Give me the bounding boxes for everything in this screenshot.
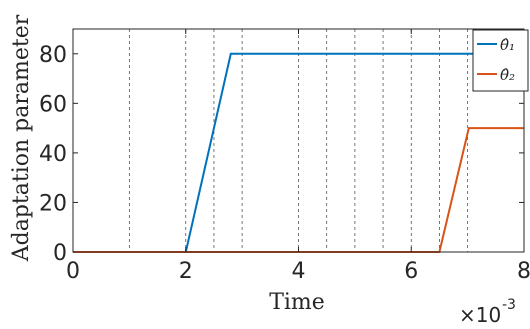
y-tick-label: 40: [39, 142, 67, 167]
x-exponent-base: ×10: [459, 303, 501, 327]
x-axis-label: Time: [269, 290, 325, 315]
legend: θ̂₁ θ̂₂: [472, 29, 529, 92]
x-tick-label: 0: [66, 259, 80, 284]
legend-label-theta2: θ̂₂: [500, 66, 515, 84]
axis-ticks: [72, 29, 525, 253]
y-axis-label: Adaptation parameter: [9, 14, 34, 262]
y-tick-label: 60: [39, 92, 67, 117]
reference-lines: [128, 29, 469, 252]
legend-box: [472, 29, 529, 92]
x-tick-labels: 0 2 4 6 8: [66, 259, 530, 284]
x-tick-label: 8: [517, 259, 530, 284]
y-tick-label: 0: [53, 241, 67, 266]
legend-label-theta1: θ̂₁: [500, 36, 515, 54]
y-tick-label: 80: [39, 43, 67, 68]
x-tick-label: 4: [292, 259, 306, 284]
x-tick-label: 6: [404, 259, 418, 284]
x-tick-label: 2: [179, 259, 193, 284]
x-exponent-power: -3: [502, 297, 516, 313]
y-tick-labels: 0 20 40 60 80: [39, 43, 67, 266]
x-exponent: ×10 -3: [459, 297, 516, 327]
plot-frame: [72, 28, 525, 253]
y-tick-label: 20: [39, 191, 67, 216]
